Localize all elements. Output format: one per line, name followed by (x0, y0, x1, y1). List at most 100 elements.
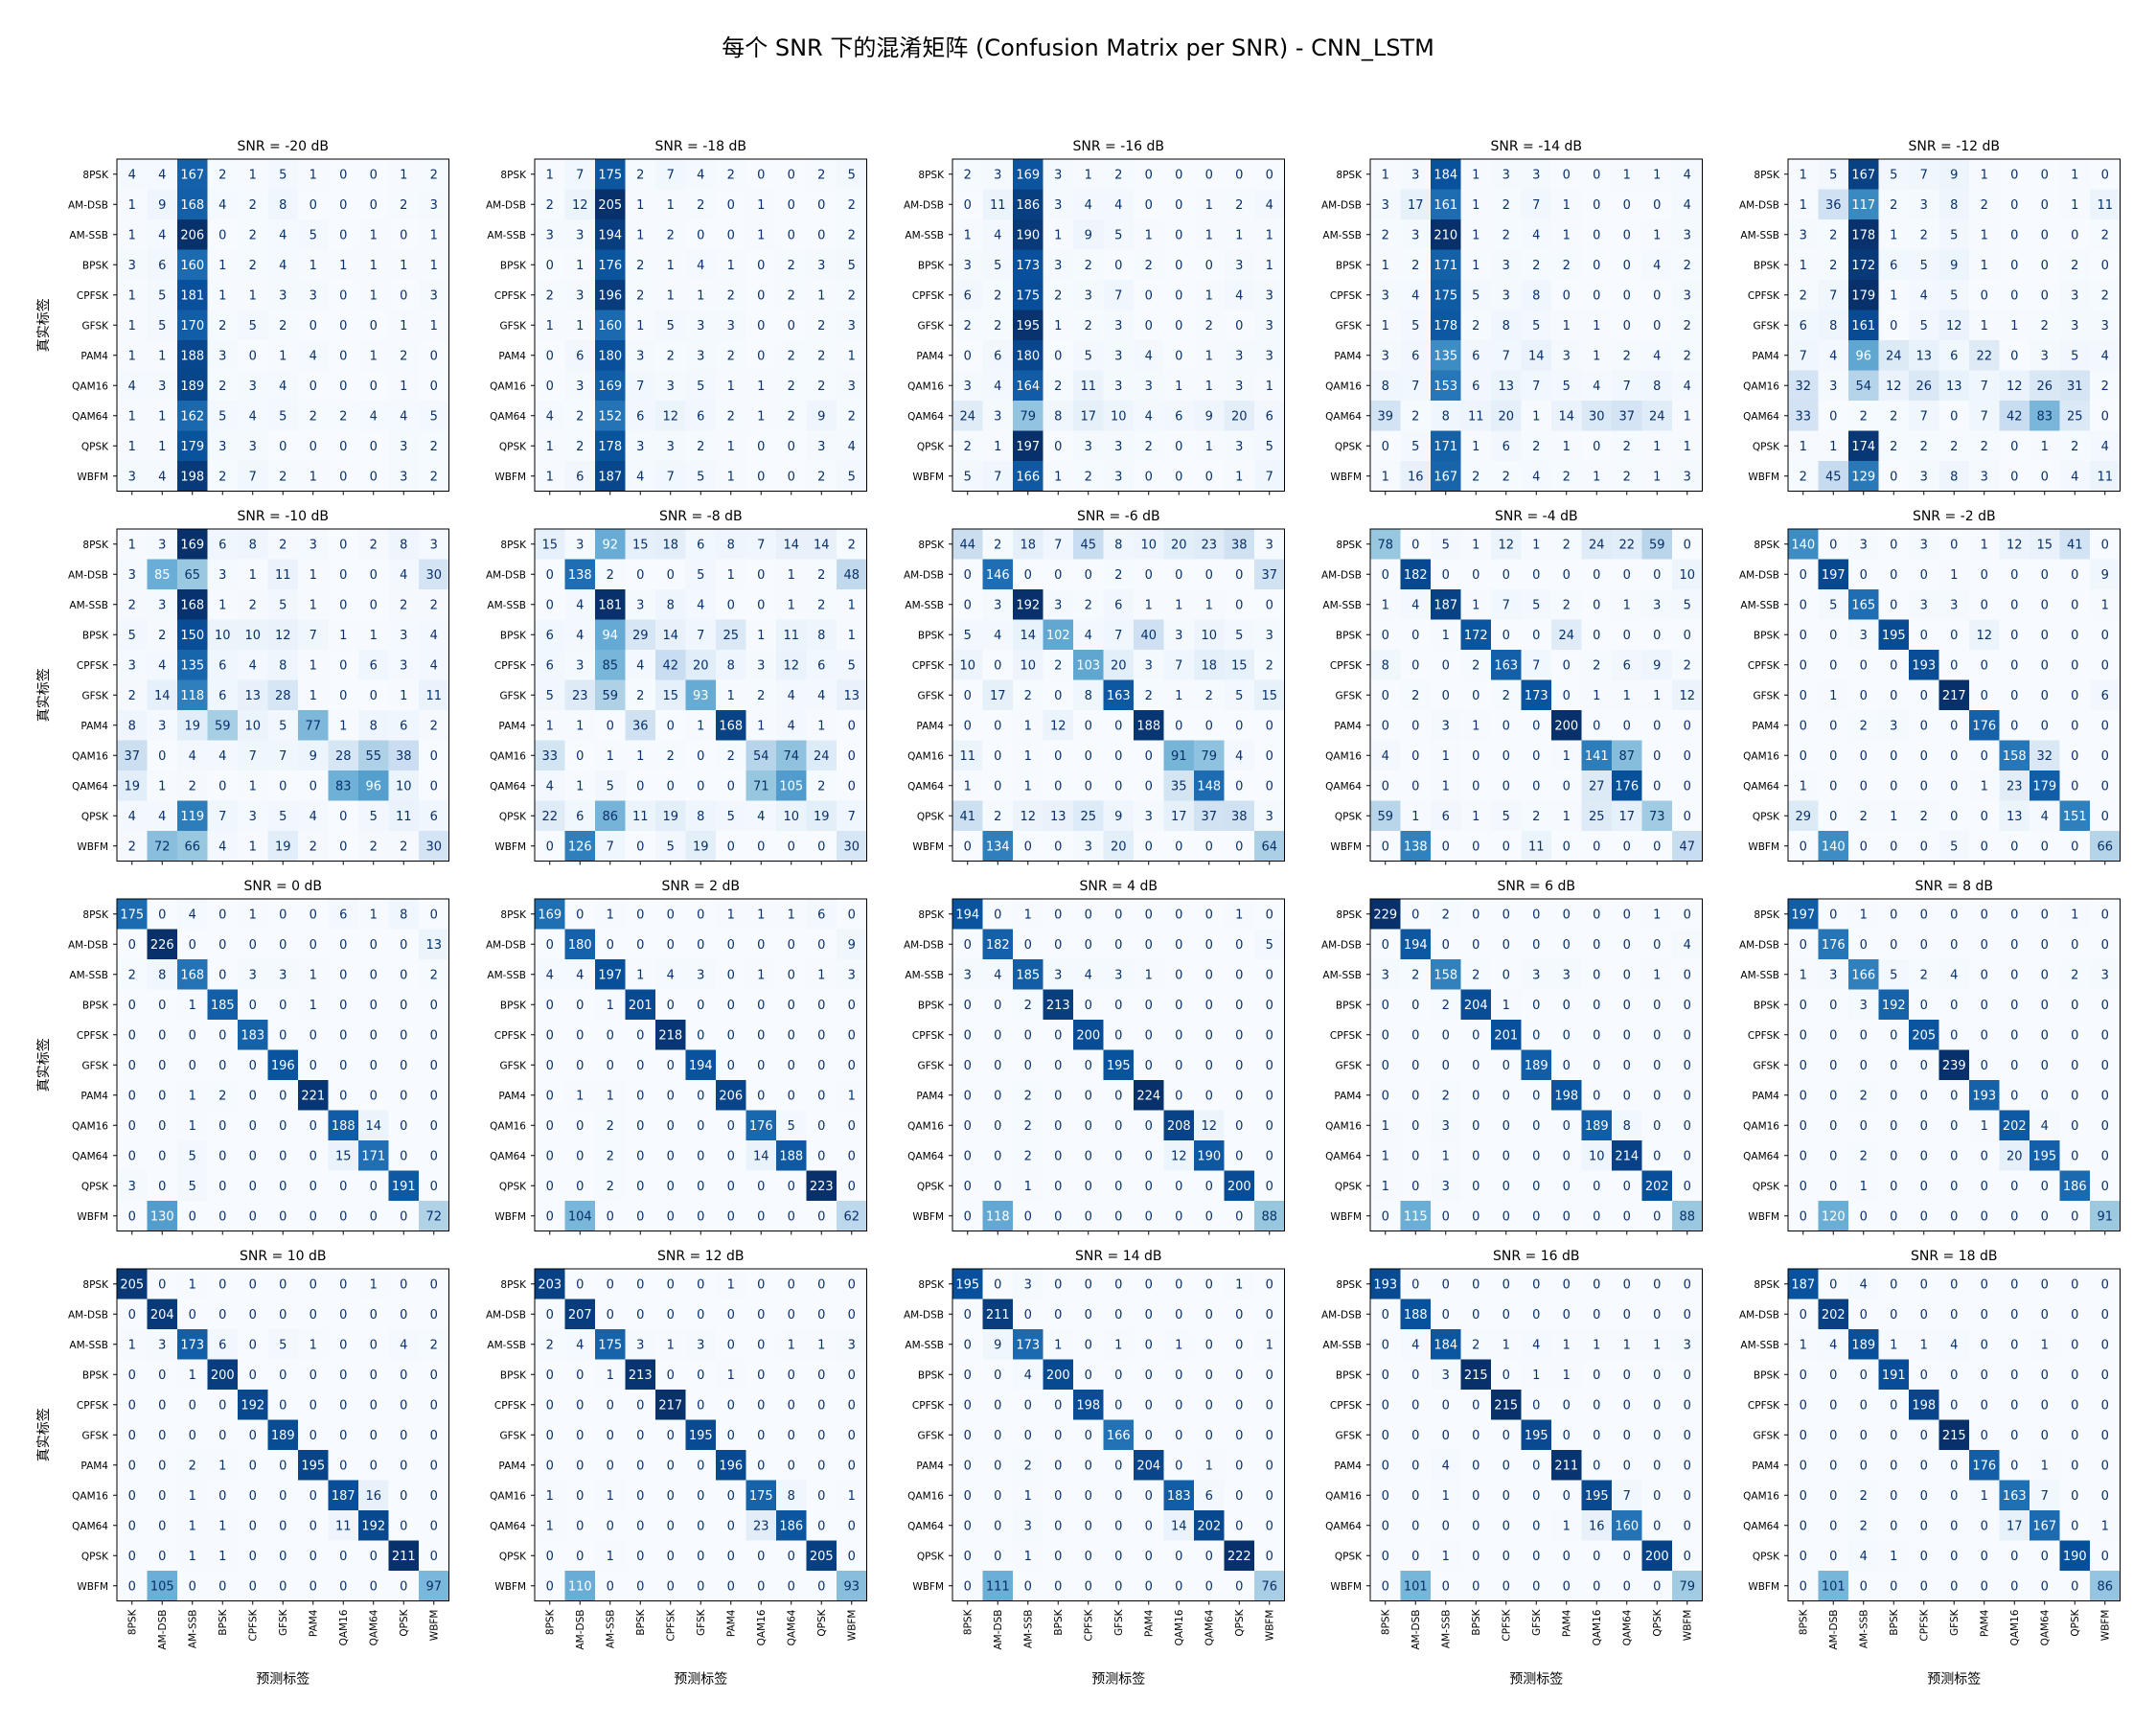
cell-value-label: 15 (662, 689, 678, 703)
cell-value-label: 120 (1822, 1209, 1846, 1224)
cell-value-label: 0 (1175, 1308, 1182, 1322)
cell-value-label: 3 (1175, 629, 1182, 643)
cell-value-label: 200 (211, 1368, 235, 1383)
matrix-cell (267, 401, 299, 431)
matrix-cell (358, 159, 389, 190)
y-tick-label: QAM64 (72, 1151, 108, 1162)
cell-value-label: 1 (2071, 198, 2078, 213)
cell-value-label: 4 (546, 968, 554, 982)
cell-value-label: 163 (1494, 658, 1518, 673)
cell-value-label: 0 (1205, 259, 1213, 273)
cell-value-label: 1 (158, 349, 166, 363)
cell-value-label: 0 (189, 1579, 196, 1594)
cell-value-label: 0 (158, 1059, 166, 1073)
cell-value-label: 192 (1016, 598, 1040, 612)
cell-value-label: 0 (400, 228, 407, 242)
cell-value-label: 1 (576, 719, 584, 733)
cell-value-label: 9 (817, 409, 825, 424)
x-tick-label: AM-SSB (187, 1610, 198, 1649)
cell-value-label: 0 (1382, 938, 1389, 953)
cell-value-label: 0 (1593, 288, 1600, 303)
cell-value-label: 0 (1205, 1180, 1213, 1194)
cell-value-label: 0 (1472, 1119, 1479, 1134)
cell-value-label: 0 (1502, 1089, 1510, 1103)
cell-value-label: 0 (2041, 1028, 2049, 1043)
cell-value-label: 0 (1266, 1149, 1273, 1163)
cell-value-label: 2 (249, 198, 257, 213)
cell-value-label: 195 (955, 1277, 979, 1292)
cell-value-label: 0 (2071, 749, 2078, 764)
cell-value-label: 6 (218, 689, 226, 703)
y-tick-label: AM-SSB (69, 230, 108, 242)
cell-value-label: 182 (1404, 568, 1428, 583)
y-tick-label: 8PSK (500, 540, 527, 551)
cell-value-label: 5 (1411, 440, 1419, 454)
cell-value-label: 0 (667, 1579, 675, 1594)
cell-value-label: 4 (1145, 349, 1153, 363)
cell-value-label: 6 (430, 810, 438, 824)
cell-value-label: 0 (788, 319, 795, 334)
cell-value-label: 3 (430, 288, 438, 303)
cell-value-label: 197 (598, 968, 622, 982)
cell-value-label: 0 (1145, 1519, 1153, 1533)
cell-value-label: 0 (1411, 1149, 1419, 1163)
cell-value-label: 0 (1502, 840, 1510, 854)
cell-value-label: 2 (1502, 228, 1510, 242)
cell-value-label: 0 (546, 1550, 554, 1564)
y-tick-label: PAM4 (498, 351, 526, 362)
cell-value-label: 183 (1167, 1489, 1191, 1504)
cell-value-label: 0 (546, 349, 554, 363)
cell-value-label: 0 (339, 1579, 347, 1594)
cell-value-label: 1 (310, 1338, 317, 1352)
cell-value-label: 0 (400, 1398, 407, 1413)
cell-value-label: 1 (1472, 719, 1479, 733)
cell-value-label: 0 (1054, 1277, 1062, 1292)
y-tick-label: QPSK (917, 1181, 945, 1192)
cell-value-label: 4 (1829, 349, 1837, 363)
cell-value-label: 0 (1623, 259, 1631, 273)
cell-value-label: 0 (1205, 840, 1213, 854)
cell-value-label: 0 (788, 440, 795, 454)
y-tick-label: QPSK (81, 811, 109, 822)
cell-value-label: 3 (1054, 598, 1062, 612)
cell-value-label: 3 (848, 968, 856, 982)
cell-value-label: 0 (636, 568, 644, 583)
matrix-cell (535, 159, 565, 190)
cell-value-label: 0 (757, 319, 765, 334)
cell-value-label: 0 (430, 1489, 438, 1504)
x-tick-label: 8PSK (126, 1608, 138, 1635)
cell-value-label: 0 (1890, 1209, 1897, 1224)
cell-value-label: 0 (576, 1489, 584, 1504)
matrix-cell (595, 370, 626, 402)
matrix-cell (776, 249, 807, 281)
cell-value-label: 0 (1829, 538, 1837, 552)
cell-value-label: 5 (430, 409, 438, 424)
cell-value-label: 0 (1411, 999, 1419, 1013)
cell-value-label: 1 (817, 288, 825, 303)
cell-value-label: 0 (1890, 1119, 1897, 1134)
cell-value-label: 2 (1145, 259, 1153, 273)
cell-value-label: 6 (697, 409, 704, 424)
cell-value-label: 0 (1920, 840, 1928, 854)
cell-value-label: 0 (1860, 1028, 1868, 1043)
cell-value-label: 0 (279, 1149, 287, 1163)
cell-value-label: 72 (154, 840, 171, 854)
cell-value-label: 0 (848, 749, 856, 764)
cell-value-label: 2 (189, 1459, 196, 1473)
cell-value-label: 24 (1558, 629, 1574, 643)
cell-value-label: 0 (1175, 908, 1182, 922)
cell-value-label: 0 (817, 1089, 825, 1103)
y-tick-label: PAM4 (1334, 721, 1362, 732)
cell-value-label: 0 (576, 1028, 584, 1043)
cell-value-label: 198 (180, 470, 204, 484)
cell-value-label: 0 (218, 779, 226, 794)
matrix-cell (419, 370, 449, 402)
matrix-cell (388, 280, 420, 310)
cell-value-label: 1 (2071, 168, 2078, 182)
matrix-cell (655, 189, 686, 220)
cell-value-label: 3 (158, 538, 166, 552)
cell-value-label: 0 (727, 598, 735, 612)
cell-value-label: 0 (697, 1180, 704, 1194)
y-tick-label: AM-DSB (1739, 569, 1779, 581)
cell-value-label: 2 (1024, 999, 1032, 1013)
